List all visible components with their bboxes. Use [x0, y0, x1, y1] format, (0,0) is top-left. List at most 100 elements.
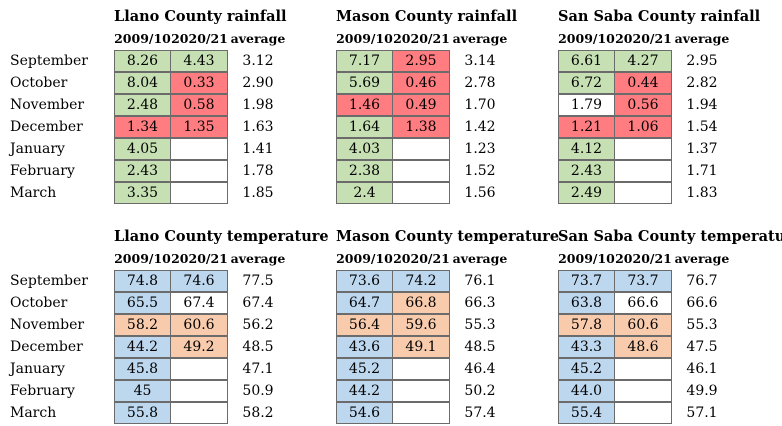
- value-cell-2020-21: 49.2: [170, 336, 228, 358]
- value-cell-2009-10: 44.0: [558, 380, 615, 402]
- value-cell-2020-21: [392, 160, 450, 182]
- average-cell: 48.5: [464, 339, 496, 355]
- value-cell-2020-21: [170, 182, 228, 204]
- column-header: 2009/10: [558, 251, 615, 266]
- average-cell: 76.7: [686, 273, 718, 289]
- value-cell-2020-21: 66.8: [392, 292, 450, 314]
- value-cell-2009-10: 55.8: [114, 402, 171, 424]
- value-cell-2009-10: 4.05: [114, 138, 171, 160]
- average-cell: 1.71: [686, 163, 718, 179]
- value-cell-2009-10: 45: [114, 380, 171, 402]
- value-cell-2009-10: 64.7: [336, 292, 393, 314]
- value-cell-2009-10: 2.49: [558, 182, 615, 204]
- month-label: December: [10, 339, 83, 355]
- value-cell-2020-21: 0.58: [170, 94, 228, 116]
- month-label: February: [10, 163, 75, 179]
- average-cell: 1.37: [686, 141, 718, 157]
- value-cell-2009-10: 2.38: [336, 160, 393, 182]
- value-cell-2009-10: 57.8: [558, 314, 615, 336]
- value-cell-2009-10: 65.5: [114, 292, 171, 314]
- value-cell-2009-10: 54.6: [336, 402, 393, 424]
- temperature-table: Mason County temperature 2009/10 2020/21 av…: [336, 226, 559, 426]
- average-cell: 47.5: [686, 339, 718, 355]
- value-cell-2009-10: 56.4: [336, 314, 393, 336]
- value-cell-2009-10: 43.3: [558, 336, 615, 358]
- value-cell-2009-10: 58.2: [114, 314, 171, 336]
- average-cell: 1.83: [686, 185, 718, 201]
- value-cell-2009-10: 63.8: [558, 292, 615, 314]
- average-cell: 58.2: [242, 405, 274, 421]
- value-cell-2009-10: 6.72: [558, 72, 615, 94]
- value-cell-2020-21: 66.6: [614, 292, 672, 314]
- value-cell-2009-10: 45.8: [114, 358, 171, 380]
- value-cell-2009-10: 45.2: [558, 358, 615, 380]
- table-title: Mason County rainfall: [336, 8, 518, 25]
- average-cell: 46.4: [464, 361, 496, 377]
- value-cell-2020-21: 67.4: [170, 292, 228, 314]
- column-header: average: [674, 251, 730, 266]
- value-cell-2009-10: 3.35: [114, 182, 171, 204]
- value-cell-2020-21: 60.6: [170, 314, 228, 336]
- average-cell: 50.2: [464, 383, 496, 399]
- value-cell-2009-10: 74.8: [114, 270, 171, 292]
- value-cell-2009-10: 8.26: [114, 50, 171, 72]
- value-cell-2020-21: [614, 160, 672, 182]
- average-cell: 57.4: [464, 405, 496, 421]
- value-cell-2009-10: 7.17: [336, 50, 393, 72]
- column-header: 2009/10: [558, 31, 615, 46]
- average-cell: 2.82: [686, 75, 718, 91]
- value-cell-2009-10: 44.2: [114, 336, 171, 358]
- month-label: September: [10, 273, 88, 289]
- value-cell-2020-21: [392, 182, 450, 204]
- column-header: average: [452, 251, 508, 266]
- column-header: 2020/21: [615, 251, 672, 266]
- average-cell: 3.14: [464, 53, 496, 69]
- column-header: 2020/21: [615, 31, 672, 46]
- value-cell-2020-21: 0.33: [170, 72, 228, 94]
- value-cell-2020-21: [170, 138, 228, 160]
- average-cell: 47.1: [242, 361, 274, 377]
- value-cell-2009-10: 4.03: [336, 138, 393, 160]
- average-cell: 46.1: [686, 361, 718, 377]
- value-cell-2020-21: 0.44: [614, 72, 672, 94]
- average-cell: 1.41: [242, 141, 274, 157]
- value-cell-2020-21: 1.06: [614, 116, 672, 138]
- value-cell-2009-10: 1.21: [558, 116, 615, 138]
- value-cell-2009-10: 2.48: [114, 94, 171, 116]
- column-header: 2020/21: [171, 251, 228, 266]
- column-header: 2020/21: [393, 31, 450, 46]
- average-cell: 1.63: [242, 119, 274, 135]
- value-cell-2009-10: 5.69: [336, 72, 393, 94]
- month-label: January: [10, 141, 65, 157]
- value-cell-2009-10: 1.46: [336, 94, 393, 116]
- average-cell: 3.12: [242, 53, 274, 69]
- column-header: average: [452, 31, 508, 46]
- average-cell: 67.4: [242, 295, 274, 311]
- average-cell: 55.3: [686, 317, 718, 333]
- value-cell-2009-10: 8.04: [114, 72, 171, 94]
- average-cell: 50.9: [242, 383, 274, 399]
- column-header: 2009/10: [114, 251, 171, 266]
- table-title: San Saba County rainfall: [558, 8, 761, 25]
- column-header: 2020/21: [171, 31, 228, 46]
- value-cell-2020-21: [614, 402, 672, 424]
- table-title: Llano County temperature: [114, 228, 329, 245]
- average-cell: 1.52: [464, 163, 496, 179]
- value-cell-2020-21: [392, 358, 450, 380]
- column-header: average: [230, 251, 286, 266]
- value-cell-2020-21: [170, 402, 228, 424]
- average-cell: 2.78: [464, 75, 496, 91]
- month-label: January: [10, 361, 65, 377]
- average-cell: 2.90: [242, 75, 274, 91]
- average-cell: 1.42: [464, 119, 496, 135]
- value-cell-2020-21: [170, 358, 228, 380]
- value-cell-2020-21: 2.95: [392, 50, 450, 72]
- month-label: March: [10, 185, 57, 201]
- month-label: November: [10, 317, 85, 333]
- value-cell-2009-10: 2.43: [558, 160, 615, 182]
- average-cell: 57.1: [686, 405, 718, 421]
- value-cell-2020-21: 0.56: [614, 94, 672, 116]
- average-cell: 1.56: [464, 185, 496, 201]
- month-label: November: [10, 97, 85, 113]
- value-cell-2020-21: 4.27: [614, 50, 672, 72]
